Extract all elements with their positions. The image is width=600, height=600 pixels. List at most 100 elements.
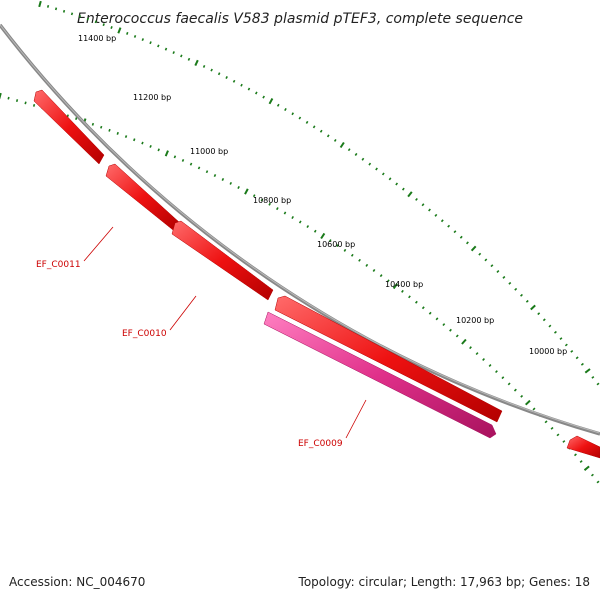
minor-tick [187, 57, 191, 61]
minor-tick [189, 162, 193, 166]
minor-tick [453, 230, 457, 234]
minor-tick [298, 220, 302, 224]
major-tick [244, 188, 249, 195]
major-tick [461, 338, 467, 345]
minor-tick [319, 129, 323, 133]
leader-line-ef-c0009 [345, 399, 367, 439]
minor-tick [305, 120, 309, 124]
minor-tick [415, 197, 418, 201]
minor-tick [240, 83, 243, 87]
minor-tick [466, 241, 469, 245]
minor-tick [501, 376, 505, 380]
minor-tick [210, 68, 213, 72]
minor-tick [507, 382, 511, 386]
minor-tick [102, 23, 105, 27]
minor-tick [544, 420, 548, 424]
minor-tick [252, 194, 256, 198]
minor-tick [442, 323, 446, 327]
leader-line-ef-c0010 [169, 295, 197, 331]
minor-tick [202, 64, 206, 68]
minor-tick [46, 4, 50, 8]
minor-tick [262, 95, 265, 99]
minor-tick [172, 51, 175, 55]
minor-tick [141, 38, 145, 42]
minor-tick [133, 35, 137, 38]
minor-tick [100, 125, 103, 129]
minor-tick [133, 138, 136, 142]
leader-line-ef-c0011 [83, 226, 114, 262]
minor-tick [354, 152, 358, 156]
minor-tick [591, 375, 595, 379]
minor-tick [32, 103, 36, 107]
minor-tick [108, 128, 111, 132]
minor-tick [164, 47, 168, 51]
minor-tick [333, 138, 337, 142]
minor-tick [469, 346, 472, 350]
minor-tick [336, 244, 339, 248]
minor-tick [401, 187, 405, 191]
minor-tick [116, 131, 119, 135]
major-tick [320, 232, 326, 240]
minor-tick [86, 17, 90, 21]
minor-tick [556, 433, 560, 437]
map-title: Enterococcus faecalis V583 plasmid pTEF3… [77, 11, 523, 27]
gene-arrow-right[interactable] [566, 435, 600, 459]
minor-tick [149, 144, 152, 148]
gene-arrow-ef-c0010[interactable] [274, 295, 503, 423]
gene-label-ef-c0011[interactable]: EF_C0011 [36, 260, 81, 270]
gene-label-ef-c0010[interactable]: EF_C0010 [122, 329, 167, 339]
minor-tick [197, 166, 201, 170]
minor-tick [225, 76, 228, 79]
gene-arrow-a[interactable] [33, 89, 105, 165]
bp-label-10400: 10400 bp [385, 280, 423, 289]
minor-tick [276, 207, 279, 211]
minor-tick [70, 12, 74, 16]
minor-tick [237, 186, 240, 189]
gene-arrow-b[interactable] [105, 163, 180, 231]
minor-tick [455, 334, 459, 338]
major-tick [38, 0, 42, 8]
major-tick [583, 465, 590, 471]
major-tick [530, 304, 536, 311]
minor-tick [291, 112, 294, 116]
minor-tick [343, 248, 347, 252]
major-tick [584, 368, 591, 374]
bp-label-11000: 11000 bp [190, 147, 228, 156]
gene-arrow-ef-c0011[interactable] [171, 220, 274, 301]
minor-tick [434, 213, 438, 217]
minor-tick [542, 318, 546, 322]
minor-tick [126, 31, 129, 35]
minor-tick [570, 349, 574, 353]
bp-label-10800: 10800 bp [253, 196, 291, 205]
minor-tick [91, 122, 95, 126]
major-tick [164, 150, 169, 157]
minor-tick [62, 9, 66, 13]
gene-arrow-ef-c0009[interactable] [263, 311, 497, 439]
major-tick [268, 98, 274, 105]
minor-tick [395, 182, 399, 186]
accession-text: Accession: NC_004670 [9, 575, 146, 589]
minor-tick [388, 177, 392, 181]
minor-tick [532, 407, 536, 411]
minor-tick [513, 388, 517, 392]
minor-tick [54, 7, 58, 11]
minor-tick [564, 343, 568, 347]
minor-tick [525, 299, 529, 303]
minor-tick [401, 289, 404, 293]
minor-tick [232, 79, 236, 83]
minor-tick [590, 473, 594, 477]
minor-tick [562, 440, 566, 443]
minor-tick [110, 26, 113, 29]
minor-tick [306, 225, 310, 229]
minor-tick [78, 15, 82, 18]
minor-tick [381, 172, 385, 176]
major-tick [407, 191, 413, 198]
minor-tick [15, 99, 19, 103]
gene-label-ef-c0009[interactable]: EF_C0009 [298, 439, 343, 449]
minor-tick [361, 157, 365, 161]
bp-label-10000: 10000 bp [529, 347, 567, 356]
bp-label-10600: 10600 bp [317, 240, 355, 249]
minor-tick [268, 202, 271, 206]
minor-tick [575, 356, 579, 360]
